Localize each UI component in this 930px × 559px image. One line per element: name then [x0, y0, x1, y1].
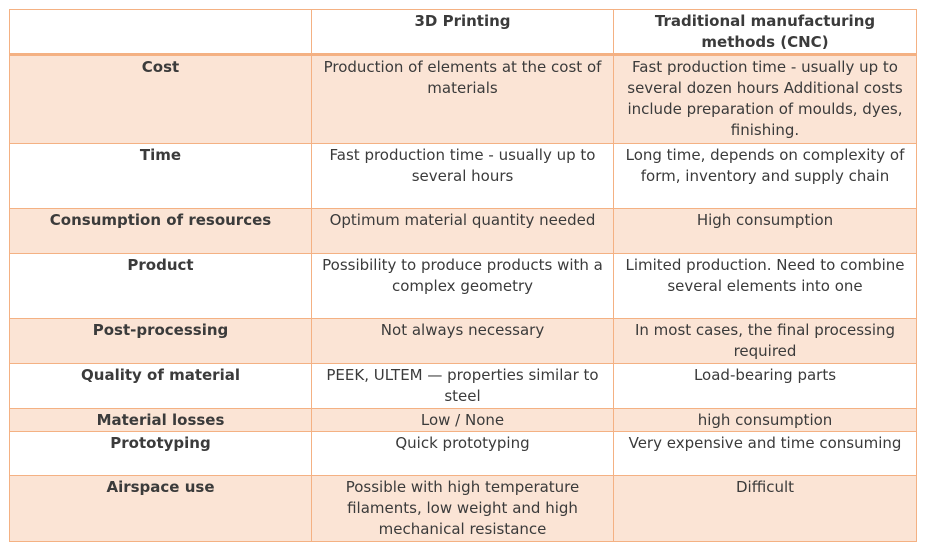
table-cell: Production of elements at the cost of ma… — [311, 54, 614, 144]
table-cell: Very expensive and time consuming — [613, 431, 917, 476]
row-label: Cost — [9, 54, 312, 144]
row-label: Material losses — [9, 408, 312, 432]
table-cell: Difficult — [613, 475, 917, 542]
table-cell: Fast production time - usually up to sev… — [613, 54, 917, 144]
table-cell: Optimum material quantity needed — [311, 208, 614, 254]
table-cell: Possibility to produce products with a c… — [311, 253, 614, 319]
header-cell — [9, 9, 312, 56]
row-label: Product — [9, 253, 312, 319]
table-row: Post-processing Not always necessary In mo… — [9, 318, 917, 364]
row-label: Time — [9, 143, 312, 209]
table-cell: In most cases, the final processing requ… — [613, 318, 917, 364]
comparison-table: 3D Printing Traditional manufacturing met… — [9, 9, 917, 542]
table-cell: Limited production. Need to combine seve… — [613, 253, 917, 319]
table-row: Cost Production of elements at the cost o… — [9, 54, 917, 144]
table-cell: Load-bearing parts — [613, 363, 917, 409]
table-row: Quality of material PEEK, ULTEM — propert… — [9, 363, 917, 409]
row-label: Prototyping — [9, 431, 312, 476]
header-cell: 3D Printing — [311, 9, 614, 56]
header-cell: Traditional manufacturing methods (CNC) — [613, 9, 917, 56]
table-row: Consumption of resources Optimum material… — [9, 208, 917, 254]
row-label: Quality of material — [9, 363, 312, 409]
table-row: Airspace use Possible with high temperatu… — [9, 475, 917, 542]
table-row: Time Fast production time - usually up to… — [9, 143, 917, 209]
table-row: Prototyping Quick prototyping Very expensi… — [9, 431, 917, 476]
table-cell: Long time, depends on complexity of form… — [613, 143, 917, 209]
table-cell: Quick prototyping — [311, 431, 614, 476]
table-cell: Possible with high temperature filaments… — [311, 475, 614, 542]
table-row: Material losses Low / None high consumptio… — [9, 408, 917, 432]
table-row: Product Possibility to produce products w… — [9, 253, 917, 319]
header-row: 3D Printing Traditional manufacturing met… — [9, 9, 917, 56]
table-cell: Fast production time - usually up to sev… — [311, 143, 614, 209]
row-label: Airspace use — [9, 475, 312, 542]
table-cell: Not always necessary — [311, 318, 614, 364]
table-cell: PEEK, ULTEM — properties similar to stee… — [311, 363, 614, 409]
table-cell: high consumption — [613, 408, 917, 432]
row-label: Consumption of resources — [9, 208, 312, 254]
table-cell: Low / None — [311, 408, 614, 432]
row-label: Post-processing — [9, 318, 312, 364]
table-cell: High consumption — [613, 208, 917, 254]
